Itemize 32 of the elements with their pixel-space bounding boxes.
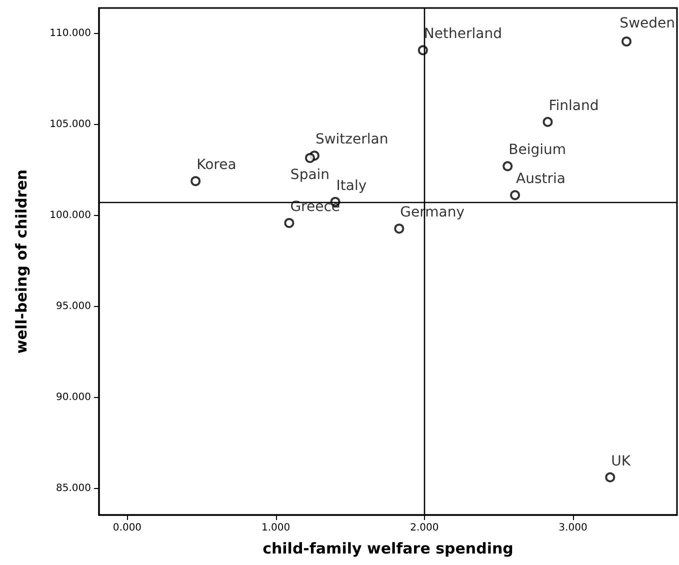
x-tick-label: 3.000 bbox=[558, 522, 588, 534]
x-tick-label: 1.000 bbox=[261, 522, 290, 534]
x-axis-title: child-family welfare spending bbox=[262, 540, 514, 558]
data-label: Italy bbox=[336, 178, 367, 194]
y-tick-label: 85.000 bbox=[56, 483, 91, 494]
data-label: Switzerlan bbox=[315, 132, 388, 148]
data-label: Greece bbox=[290, 198, 340, 215]
data-label: Sweden bbox=[620, 15, 676, 32]
y-tick-label: 110.000 bbox=[50, 28, 91, 39]
y-tick-label: 100.000 bbox=[50, 210, 91, 222]
point bbox=[605, 472, 616, 482]
data-label: Netherland bbox=[424, 26, 502, 42]
x-tick-label: 2.000 bbox=[410, 522, 439, 534]
x-tick-label: 0.000 bbox=[112, 522, 142, 534]
data-label: Beigium bbox=[508, 142, 566, 158]
point bbox=[542, 116, 553, 127]
y-tick-label: 95.000 bbox=[56, 301, 91, 312]
point bbox=[190, 176, 201, 186]
point bbox=[502, 161, 513, 172]
point bbox=[621, 36, 632, 46]
point bbox=[394, 224, 404, 234]
data-label: Finland bbox=[548, 98, 599, 114]
point bbox=[510, 190, 520, 200]
data-label: UK bbox=[611, 453, 632, 470]
point bbox=[305, 153, 315, 164]
data-label: Spain bbox=[290, 167, 330, 184]
y-axis-title: well-being of children bbox=[12, 169, 30, 354]
data-label: Austria bbox=[516, 171, 566, 188]
y-tick-label: 90.000 bbox=[56, 392, 91, 404]
y-tick-label: 105.000 bbox=[50, 119, 91, 130]
point bbox=[284, 218, 294, 228]
data-label: Korea bbox=[196, 157, 236, 174]
